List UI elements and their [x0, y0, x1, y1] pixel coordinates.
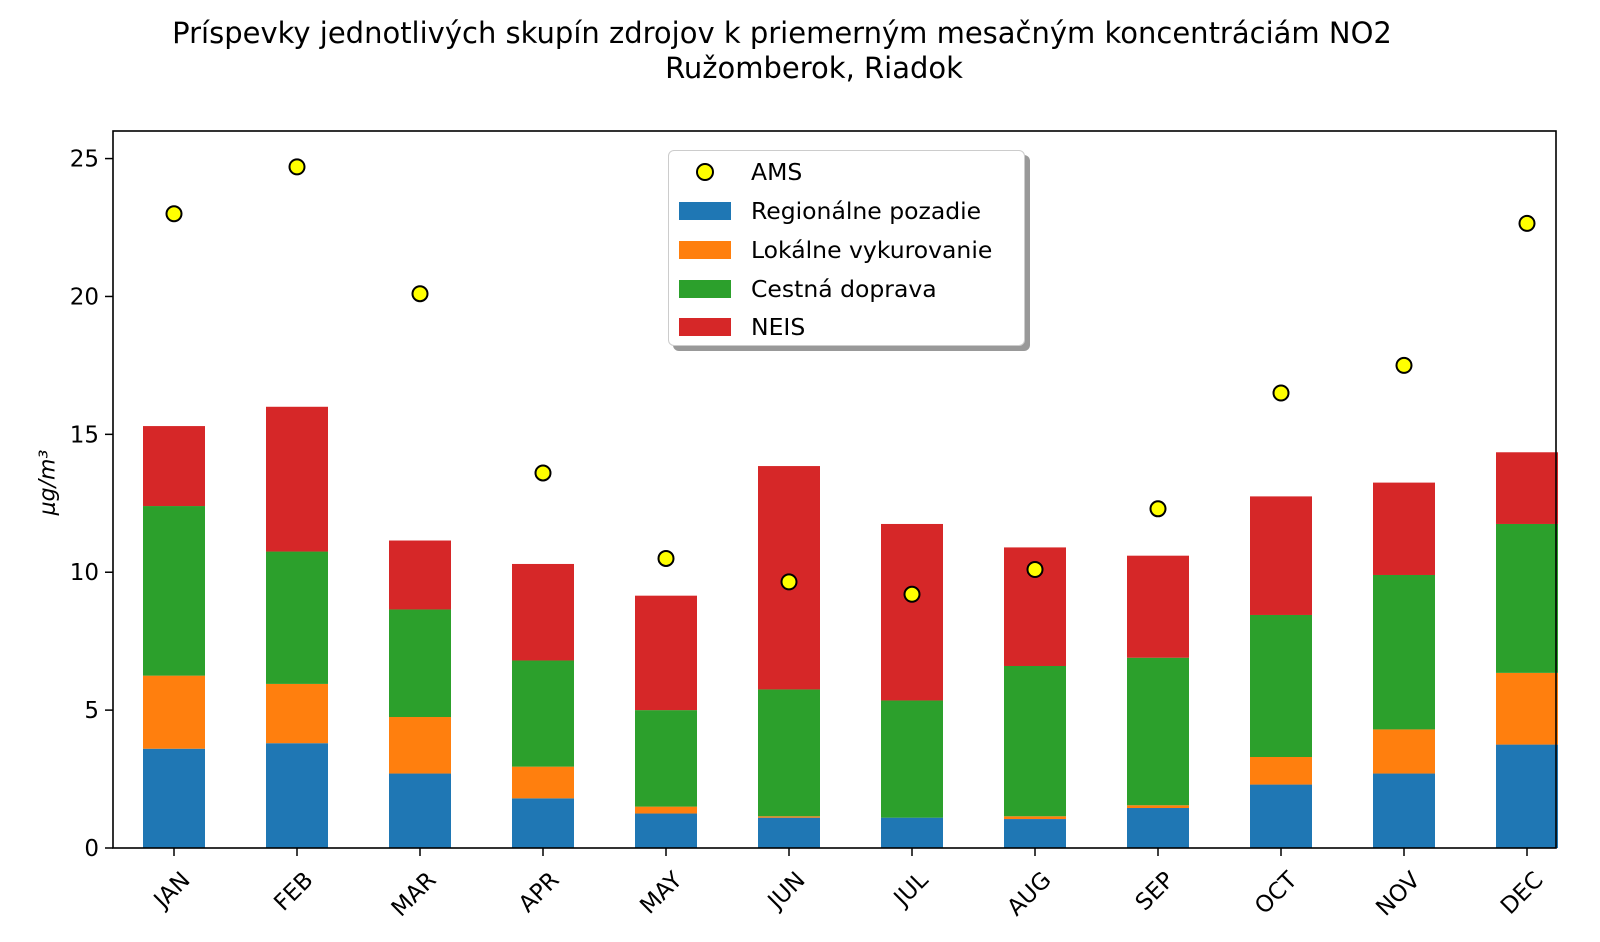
legend-swatch-heating: [679, 241, 731, 259]
y-tick-label-15: 15: [70, 422, 99, 448]
y-tick-label-20: 20: [70, 284, 99, 310]
bar-mar-series-0: [389, 773, 451, 848]
bar-jan-series-3: [143, 426, 205, 507]
x-tick-label-feb: FEB: [269, 867, 318, 916]
bar-may-series-3: [635, 595, 697, 711]
bar-oct-series-0: [1250, 784, 1312, 848]
ams-point-jul: [903, 585, 921, 603]
legend-item-neis: NEIS: [679, 311, 805, 343]
bar-feb-series-3: [266, 406, 328, 552]
x-tick-label-aug: AUG: [1003, 867, 1057, 921]
legend-item-traffic: Cestná doprava: [679, 273, 937, 305]
bar-apr-series-1: [512, 766, 574, 799]
bar-feb-series-2: [266, 551, 328, 684]
bar-jul-series-2: [881, 700, 943, 818]
ams-point-jan: [165, 205, 183, 223]
bar-may-series-0: [635, 813, 697, 848]
bar-mar-series-2: [389, 609, 451, 718]
ams-point-jun: [780, 573, 798, 591]
y-tick-label-10: 10: [70, 560, 99, 586]
legend-label-heating: Lokálne vykurovanie: [751, 236, 993, 264]
bar-dec-series-1: [1496, 672, 1558, 745]
bar-apr-series-3: [512, 563, 574, 661]
ams-point-may: [657, 549, 675, 567]
x-tick-label-apr: APR: [514, 867, 565, 918]
bar-nov-series-0: [1373, 773, 1435, 848]
bar-jul-series-3: [881, 523, 943, 701]
bar-jun-series-1: [758, 816, 820, 818]
legend-label-traffic: Cestná doprava: [751, 275, 937, 303]
bar-nov-series-3: [1373, 482, 1435, 575]
legend-swatch-regional: [679, 202, 731, 220]
ams-point-sep: [1149, 500, 1167, 518]
bar-aug-series-2: [1004, 665, 1066, 817]
ams-point-feb: [288, 158, 306, 176]
legend-marker-ams: [679, 163, 731, 181]
bar-sep-series-0: [1127, 808, 1189, 848]
x-tick-label-nov: NOV: [1371, 867, 1425, 921]
bar-jan-series-1: [143, 675, 205, 749]
chart-title-line1: Príspevky jednotlivých skupín zdrojov k …: [172, 16, 1392, 50]
bar-jan-series-0: [143, 748, 205, 848]
bar-oct-series-1: [1250, 756, 1312, 785]
bar-may-series-1: [635, 806, 697, 814]
bar-feb-series-1: [266, 683, 328, 744]
legend-item-heating: Lokálne vykurovanie: [679, 234, 992, 266]
bar-mar-series-3: [389, 540, 451, 610]
x-tick-label-jul: JUL: [888, 867, 934, 913]
bar-aug-series-0: [1004, 819, 1066, 848]
ams-point-nov: [1395, 356, 1413, 374]
x-tick-label-dec: DEC: [1496, 867, 1549, 920]
chart-title-line2: Ružomberok, Riadok: [665, 51, 963, 85]
bar-jun-series-2: [758, 689, 820, 817]
bar-dec-series-0: [1496, 744, 1558, 848]
plot-frame: [112, 130, 1557, 849]
bar-dec-series-2: [1496, 523, 1558, 673]
bar-dec-series-3: [1496, 452, 1558, 524]
bar-sep-series-3: [1127, 555, 1189, 658]
ams-point-aug: [1026, 560, 1044, 578]
bar-nov-series-2: [1373, 574, 1435, 730]
legend: AMS Regionálne pozadie Lokálne vykurovan…: [668, 150, 1025, 346]
ams-point-oct: [1272, 384, 1290, 402]
legend-item-regional: Regionálne pozadie: [679, 195, 981, 227]
x-tick-label-may: MAY: [635, 867, 688, 920]
legend-label-ams: AMS: [751, 158, 803, 186]
legend-label-regional: Regionálne pozadie: [751, 197, 982, 225]
legend-swatch-traffic: [679, 280, 731, 298]
bar-jan-series-2: [143, 506, 205, 676]
bar-sep-series-1: [1127, 805, 1189, 809]
bar-oct-series-2: [1250, 614, 1312, 757]
bar-apr-series-2: [512, 660, 574, 767]
y-tick-label-5: 5: [84, 698, 99, 724]
ams-point-dec: [1518, 214, 1536, 232]
bar-feb-series-0: [266, 743, 328, 848]
y-tick-label-25: 25: [70, 147, 99, 173]
bar-oct-series-3: [1250, 496, 1312, 615]
bar-apr-series-0: [512, 798, 574, 848]
x-tick-label-jun: JUN: [762, 867, 811, 916]
bar-sep-series-2: [1127, 657, 1189, 806]
legend-swatch-neis: [679, 318, 731, 336]
legend-item-ams: AMS: [679, 156, 802, 188]
bar-mar-series-1: [389, 717, 451, 774]
x-tick-label-mar: MAR: [387, 867, 442, 922]
x-tick-label-sep: SEP: [1131, 867, 1180, 916]
bar-nov-series-1: [1373, 729, 1435, 774]
bar-jun-series-0: [758, 817, 820, 848]
ams-point-mar: [411, 285, 429, 303]
bar-may-series-2: [635, 710, 697, 807]
x-tick-label-jan: JAN: [148, 867, 196, 915]
legend-label-neis: NEIS: [751, 313, 806, 341]
bar-aug-series-1: [1004, 816, 1066, 820]
bar-jul-series-0: [881, 817, 943, 848]
y-tick-label-0: 0: [84, 836, 99, 862]
ams-point-apr: [534, 464, 552, 482]
x-tick-label-oct: OCT: [1250, 867, 1303, 920]
